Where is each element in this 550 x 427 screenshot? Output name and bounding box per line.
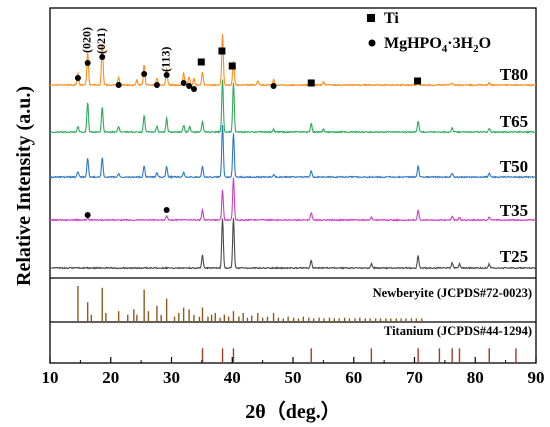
mg-marker-t80 bbox=[74, 75, 81, 81]
x-axis-label: 2θ（deg.） bbox=[245, 400, 340, 423]
ti-marker bbox=[228, 62, 236, 70]
xrd-patterns bbox=[49, 34, 537, 270]
legend-mghpo4-circle-icon bbox=[368, 39, 376, 47]
ti-marker bbox=[307, 79, 315, 87]
reference-label-newberyite: Newberyite (JCPDS#72-0023) bbox=[373, 286, 532, 300]
mg-marker-t35 bbox=[163, 207, 170, 213]
x-tick-label: 10 bbox=[42, 368, 59, 387]
mg-marker-t80 bbox=[180, 80, 187, 86]
miller-index-label: (020) bbox=[80, 27, 94, 53]
x-tick-label: 40 bbox=[224, 368, 241, 387]
mg-marker-t80 bbox=[190, 86, 197, 92]
x-axis: 10 20 30 40 50 60 70 80 90 bbox=[42, 357, 545, 387]
ti-marker bbox=[218, 47, 226, 55]
x-tick-label: 30 bbox=[163, 368, 180, 387]
sample-label-t65: T65 bbox=[500, 112, 528, 131]
mg-marker-t80 bbox=[141, 71, 148, 77]
x-tick-label: 80 bbox=[467, 368, 484, 387]
x-tick-label: 50 bbox=[285, 368, 302, 387]
pattern-line-t50 bbox=[49, 124, 537, 179]
sample-label-t80: T80 bbox=[500, 65, 528, 84]
reference-patterns bbox=[77, 286, 517, 363]
mg-marker-t80 bbox=[115, 82, 122, 88]
sample-label-t50: T50 bbox=[500, 157, 528, 176]
miller-index-label: (021) bbox=[94, 28, 108, 54]
mg-marker-t35 bbox=[84, 212, 91, 218]
x-tick-label: 70 bbox=[406, 368, 423, 387]
plot-frame bbox=[49, 7, 537, 364]
sample-label-t35: T35 bbox=[500, 201, 528, 220]
mg-marker-t80 bbox=[163, 72, 170, 78]
ti-marker bbox=[414, 77, 422, 85]
x-tick-label: 20 bbox=[102, 368, 119, 387]
mg-marker-t80 bbox=[84, 60, 91, 66]
ti-marker bbox=[197, 58, 205, 66]
phase-markers bbox=[74, 47, 422, 218]
sample-label-t25: T25 bbox=[500, 247, 528, 266]
y-axis-label: Relative Intensity (a.u.) bbox=[13, 86, 35, 286]
pattern-line-t65 bbox=[49, 79, 537, 134]
reference-label-titanium: Titanium (JCPDS#44-1294) bbox=[384, 324, 532, 338]
pattern-line-t25 bbox=[49, 218, 537, 270]
sample-labels: T80 T65 T50 T35 T25 bbox=[500, 65, 528, 266]
mg-marker-t80 bbox=[99, 54, 106, 60]
pattern-line-t80 bbox=[49, 34, 537, 87]
miller-labels: (020) (021) (113) bbox=[80, 27, 173, 72]
mg-marker-t80 bbox=[186, 83, 193, 89]
legend: Ti MgHPO4·3H2O bbox=[367, 10, 491, 55]
miller-index-label: (113) bbox=[159, 47, 173, 72]
x-tick-label: 60 bbox=[345, 368, 362, 387]
mg-marker-t80 bbox=[270, 83, 277, 89]
x-tick-label: 90 bbox=[528, 368, 545, 387]
pattern-line-t35 bbox=[49, 177, 537, 222]
legend-ti-label: Ti bbox=[384, 10, 399, 27]
plot-frame-border bbox=[49, 7, 537, 364]
legend-ti-square-icon bbox=[367, 14, 375, 22]
reference-labels: Newberyite (JCPDS#72-0023) Titanium (JCPD… bbox=[373, 286, 532, 338]
legend-mghpo4-label: MgHPO4·3H2O bbox=[384, 35, 491, 55]
mg-marker-t80 bbox=[153, 82, 160, 88]
